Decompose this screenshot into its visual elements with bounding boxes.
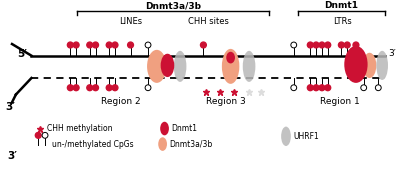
- Circle shape: [73, 85, 79, 91]
- Text: CHH sites: CHH sites: [188, 17, 229, 26]
- Circle shape: [307, 42, 313, 48]
- Text: Dnmt1: Dnmt1: [324, 1, 358, 10]
- Circle shape: [325, 85, 331, 91]
- Text: 3′: 3′: [5, 102, 15, 112]
- Ellipse shape: [147, 50, 166, 83]
- Circle shape: [67, 85, 73, 91]
- Circle shape: [93, 85, 98, 91]
- Text: UHRF1: UHRF1: [294, 132, 320, 141]
- Circle shape: [106, 85, 112, 91]
- Circle shape: [93, 42, 98, 48]
- Text: Dnmt3a/3b: Dnmt3a/3b: [170, 140, 213, 149]
- Circle shape: [87, 85, 93, 91]
- Ellipse shape: [222, 49, 239, 84]
- Ellipse shape: [226, 52, 235, 64]
- Circle shape: [325, 42, 331, 48]
- Text: Region 1: Region 1: [320, 97, 359, 106]
- Circle shape: [307, 85, 313, 91]
- Circle shape: [145, 42, 151, 48]
- Circle shape: [73, 42, 79, 48]
- Circle shape: [42, 132, 48, 138]
- Circle shape: [313, 85, 319, 91]
- Text: 3′: 3′: [7, 151, 17, 161]
- Text: 5′: 5′: [18, 49, 28, 59]
- Text: LINEs: LINEs: [119, 17, 142, 26]
- Circle shape: [87, 42, 93, 48]
- Circle shape: [106, 42, 112, 48]
- Ellipse shape: [161, 54, 174, 77]
- Ellipse shape: [376, 51, 388, 80]
- Text: Dnmt3a/3b: Dnmt3a/3b: [145, 1, 201, 10]
- Circle shape: [291, 42, 297, 48]
- Circle shape: [338, 42, 344, 48]
- Circle shape: [128, 42, 134, 48]
- Ellipse shape: [243, 51, 255, 82]
- Ellipse shape: [158, 137, 167, 151]
- Circle shape: [344, 42, 350, 48]
- Ellipse shape: [160, 122, 169, 135]
- Text: Dnmt1: Dnmt1: [171, 124, 197, 133]
- Circle shape: [361, 85, 367, 91]
- Circle shape: [313, 42, 319, 48]
- Circle shape: [67, 42, 73, 48]
- Ellipse shape: [281, 127, 291, 146]
- Circle shape: [35, 132, 41, 138]
- Text: CHH methylation: CHH methylation: [47, 124, 112, 133]
- Circle shape: [375, 85, 381, 91]
- Circle shape: [291, 85, 297, 91]
- Circle shape: [145, 85, 151, 91]
- Ellipse shape: [363, 53, 376, 78]
- Circle shape: [319, 42, 325, 48]
- Ellipse shape: [344, 46, 368, 83]
- Circle shape: [112, 85, 118, 91]
- Text: un-/methylated CpGs: un-/methylated CpGs: [52, 140, 134, 149]
- Text: Region 3: Region 3: [206, 97, 246, 106]
- Text: Region 2: Region 2: [101, 97, 141, 106]
- Text: 3′: 3′: [388, 49, 396, 58]
- Circle shape: [319, 85, 325, 91]
- Circle shape: [353, 42, 359, 48]
- Ellipse shape: [174, 51, 186, 82]
- Circle shape: [200, 42, 206, 48]
- Text: LTRs: LTRs: [333, 17, 352, 26]
- Circle shape: [112, 42, 118, 48]
